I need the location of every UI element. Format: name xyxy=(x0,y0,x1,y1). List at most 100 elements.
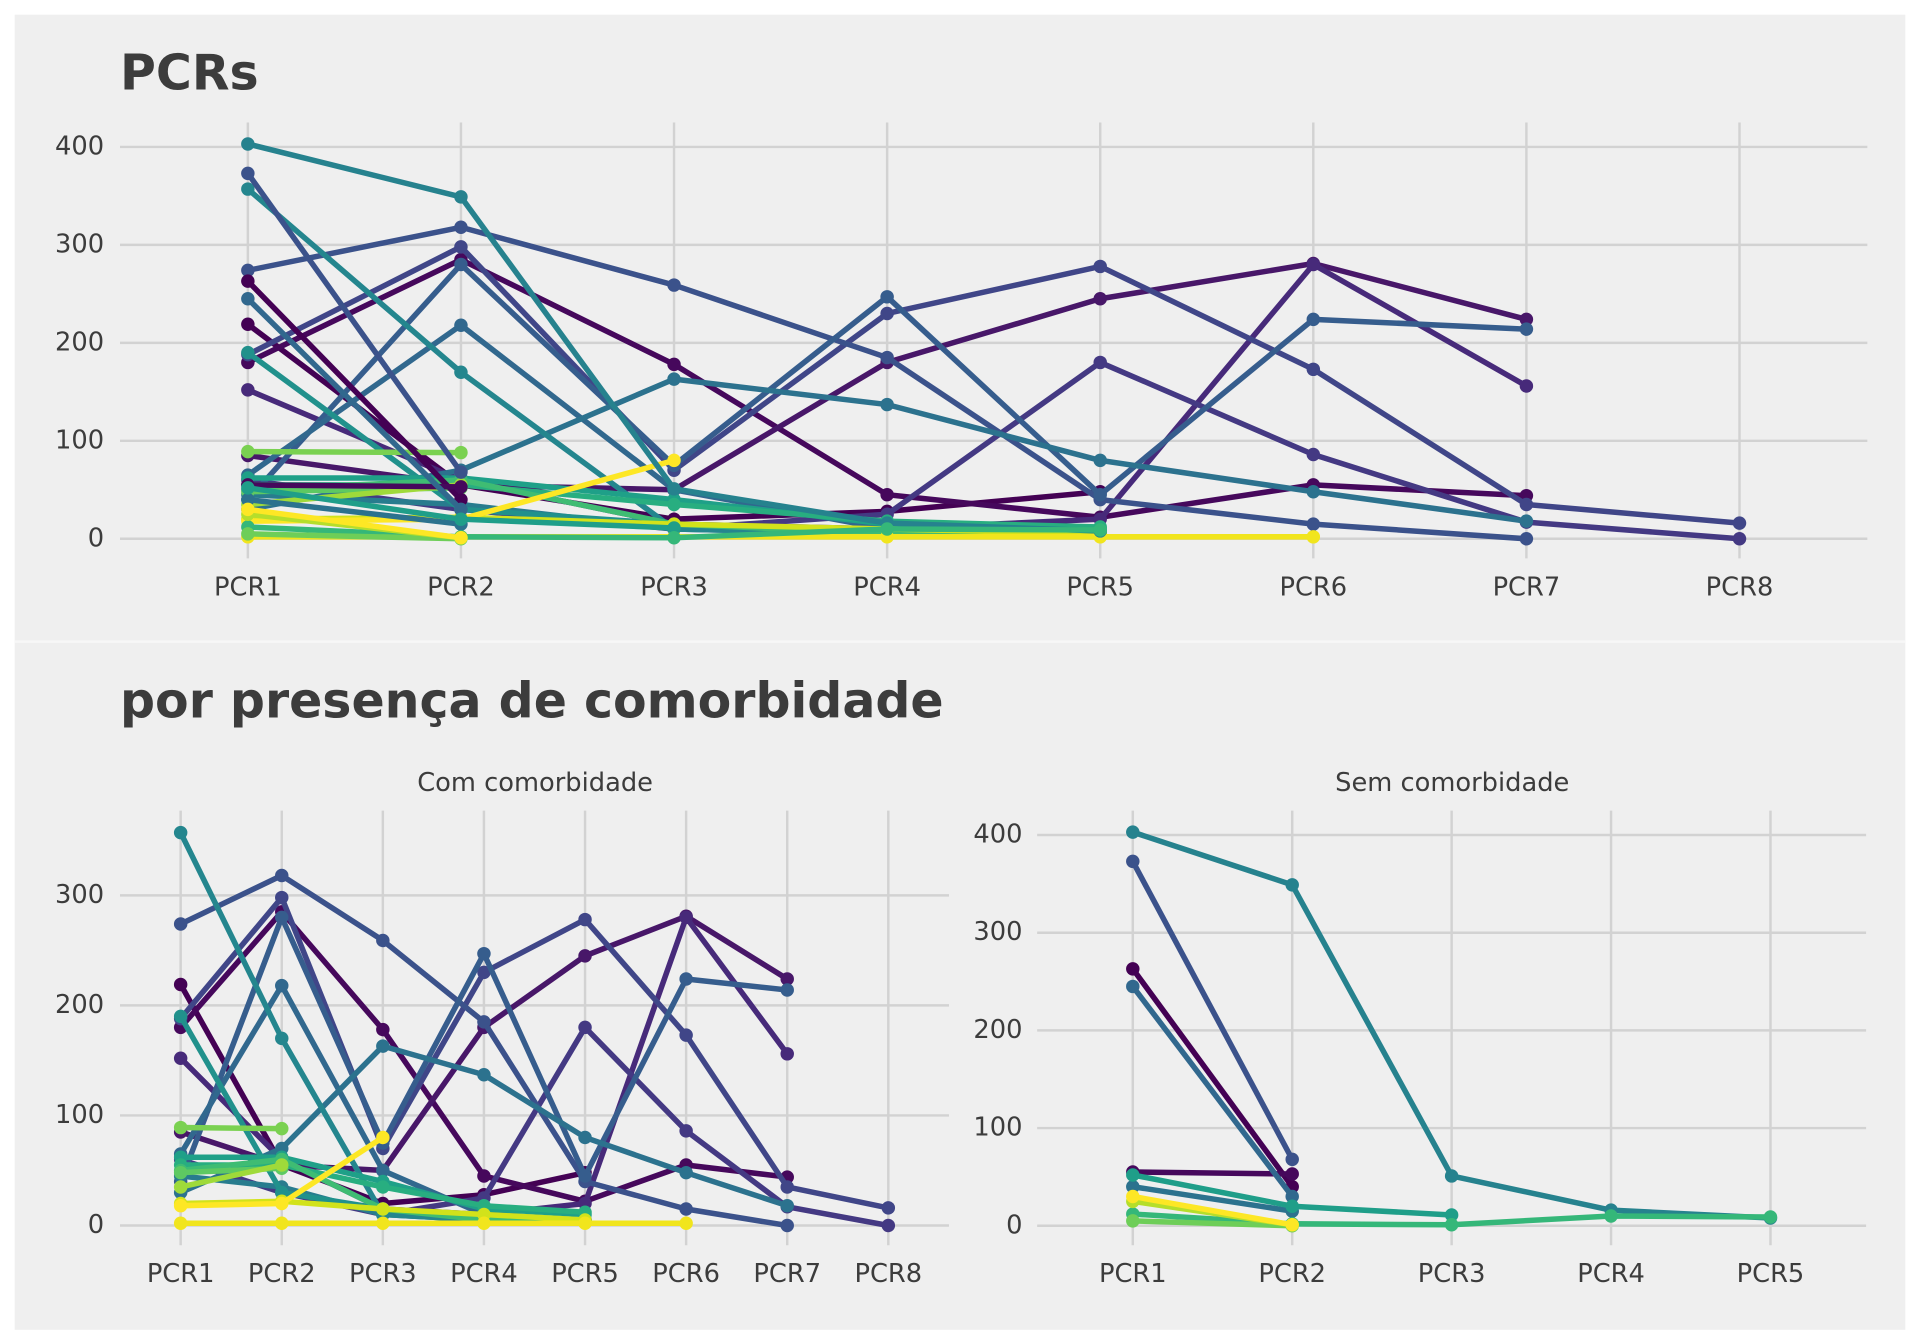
data-point xyxy=(454,445,468,460)
series-line xyxy=(1132,1169,1293,1177)
series-line xyxy=(1132,1218,1293,1229)
data-point xyxy=(454,480,468,494)
data-point xyxy=(241,263,255,278)
data-point xyxy=(679,1124,693,1138)
data-point xyxy=(679,1028,693,1042)
data-point xyxy=(477,946,491,961)
data-point xyxy=(241,345,255,360)
data-point xyxy=(1444,1208,1459,1222)
series-line xyxy=(247,531,462,542)
data-point xyxy=(1093,523,1107,537)
data-point xyxy=(376,1163,390,1178)
data-point xyxy=(578,949,592,963)
y-tick-label: 200 xyxy=(55,327,104,357)
y-tick-label: 200 xyxy=(55,990,104,1020)
data-point xyxy=(173,1198,188,1213)
data-point xyxy=(1306,517,1321,531)
data-point xyxy=(667,453,681,468)
data-point xyxy=(376,1180,390,1194)
chart-title: PCRs xyxy=(120,44,259,101)
data-point xyxy=(1306,530,1321,544)
data-point xyxy=(376,1216,390,1231)
data-point xyxy=(667,372,681,386)
series-line xyxy=(1130,984,1295,1199)
data-point xyxy=(679,1165,693,1180)
series-line xyxy=(180,1124,282,1132)
data-point xyxy=(454,190,468,204)
data-point xyxy=(173,977,188,992)
x-tick-label: PCR3 xyxy=(1418,1259,1486,1289)
data-point xyxy=(1306,257,1321,272)
data-point xyxy=(1519,532,1534,546)
data-point xyxy=(1285,1152,1299,1167)
data-point xyxy=(275,1196,289,1211)
data-point xyxy=(881,1218,896,1233)
data-point xyxy=(1519,322,1534,336)
data-point xyxy=(241,274,255,288)
series-line xyxy=(1132,1183,1293,1214)
x-tick-label: PCR2 xyxy=(427,572,495,602)
data-point xyxy=(1093,487,1107,502)
data-point xyxy=(1126,1168,1140,1182)
x-tick-label: PCR1 xyxy=(214,572,282,602)
data-point xyxy=(667,497,681,512)
data-point xyxy=(1093,292,1107,306)
x-tick-label: PCR6 xyxy=(1279,572,1347,602)
data-point xyxy=(679,972,693,986)
data-point xyxy=(880,350,894,365)
x-tick-label: PCR2 xyxy=(248,1259,316,1289)
data-point xyxy=(1306,312,1321,327)
data-point xyxy=(454,220,468,235)
data-point xyxy=(578,1169,592,1183)
y-tick-label: 100 xyxy=(973,1113,1022,1143)
data-point xyxy=(454,240,468,254)
y-tick-label: 300 xyxy=(55,880,104,910)
data-point xyxy=(1732,516,1747,530)
data-point xyxy=(1604,1209,1618,1223)
data-point xyxy=(578,1130,592,1145)
data-point xyxy=(477,965,491,980)
data-point xyxy=(578,912,592,927)
data-point xyxy=(1732,532,1747,546)
series-line xyxy=(247,448,461,456)
data-point xyxy=(477,1015,491,1029)
y-tick-label: 200 xyxy=(973,1015,1022,1045)
y-tick-label: 300 xyxy=(973,917,1022,947)
data-point xyxy=(275,890,289,905)
data-point xyxy=(241,444,255,459)
x-tick-label: PCR6 xyxy=(652,1259,720,1289)
data-point xyxy=(667,531,681,545)
facet-title: Com comorbidade xyxy=(417,768,653,798)
series-line xyxy=(245,171,464,474)
data-point xyxy=(578,1216,592,1231)
data-point xyxy=(1126,854,1140,869)
data-point xyxy=(275,868,289,883)
series-line xyxy=(245,279,463,502)
data-point xyxy=(275,910,289,925)
data-point xyxy=(173,1051,188,1065)
background xyxy=(14,14,1906,1330)
data-point xyxy=(1285,1218,1299,1232)
series-line xyxy=(1130,860,1295,1161)
x-tick-label: PCR1 xyxy=(147,1259,215,1289)
data-point xyxy=(275,1158,289,1172)
data-point xyxy=(376,933,390,948)
data-point xyxy=(880,290,894,304)
data-point xyxy=(679,1202,693,1216)
data-point xyxy=(275,1121,289,1136)
data-point xyxy=(454,318,468,332)
data-point xyxy=(241,502,255,517)
data-point xyxy=(454,531,468,545)
data-point xyxy=(780,1198,794,1213)
data-point xyxy=(173,917,188,931)
data-point xyxy=(173,1120,188,1135)
y-tick-label: 0 xyxy=(88,1210,104,1240)
data-point xyxy=(454,512,468,526)
data-point xyxy=(454,502,468,517)
y-tick-label: 0 xyxy=(1006,1210,1022,1240)
data-point xyxy=(477,1216,491,1231)
data-point xyxy=(1285,1167,1299,1181)
y-tick-label: 100 xyxy=(55,1100,104,1130)
x-tick-label: PCR5 xyxy=(1737,1259,1805,1289)
data-point xyxy=(241,527,255,541)
